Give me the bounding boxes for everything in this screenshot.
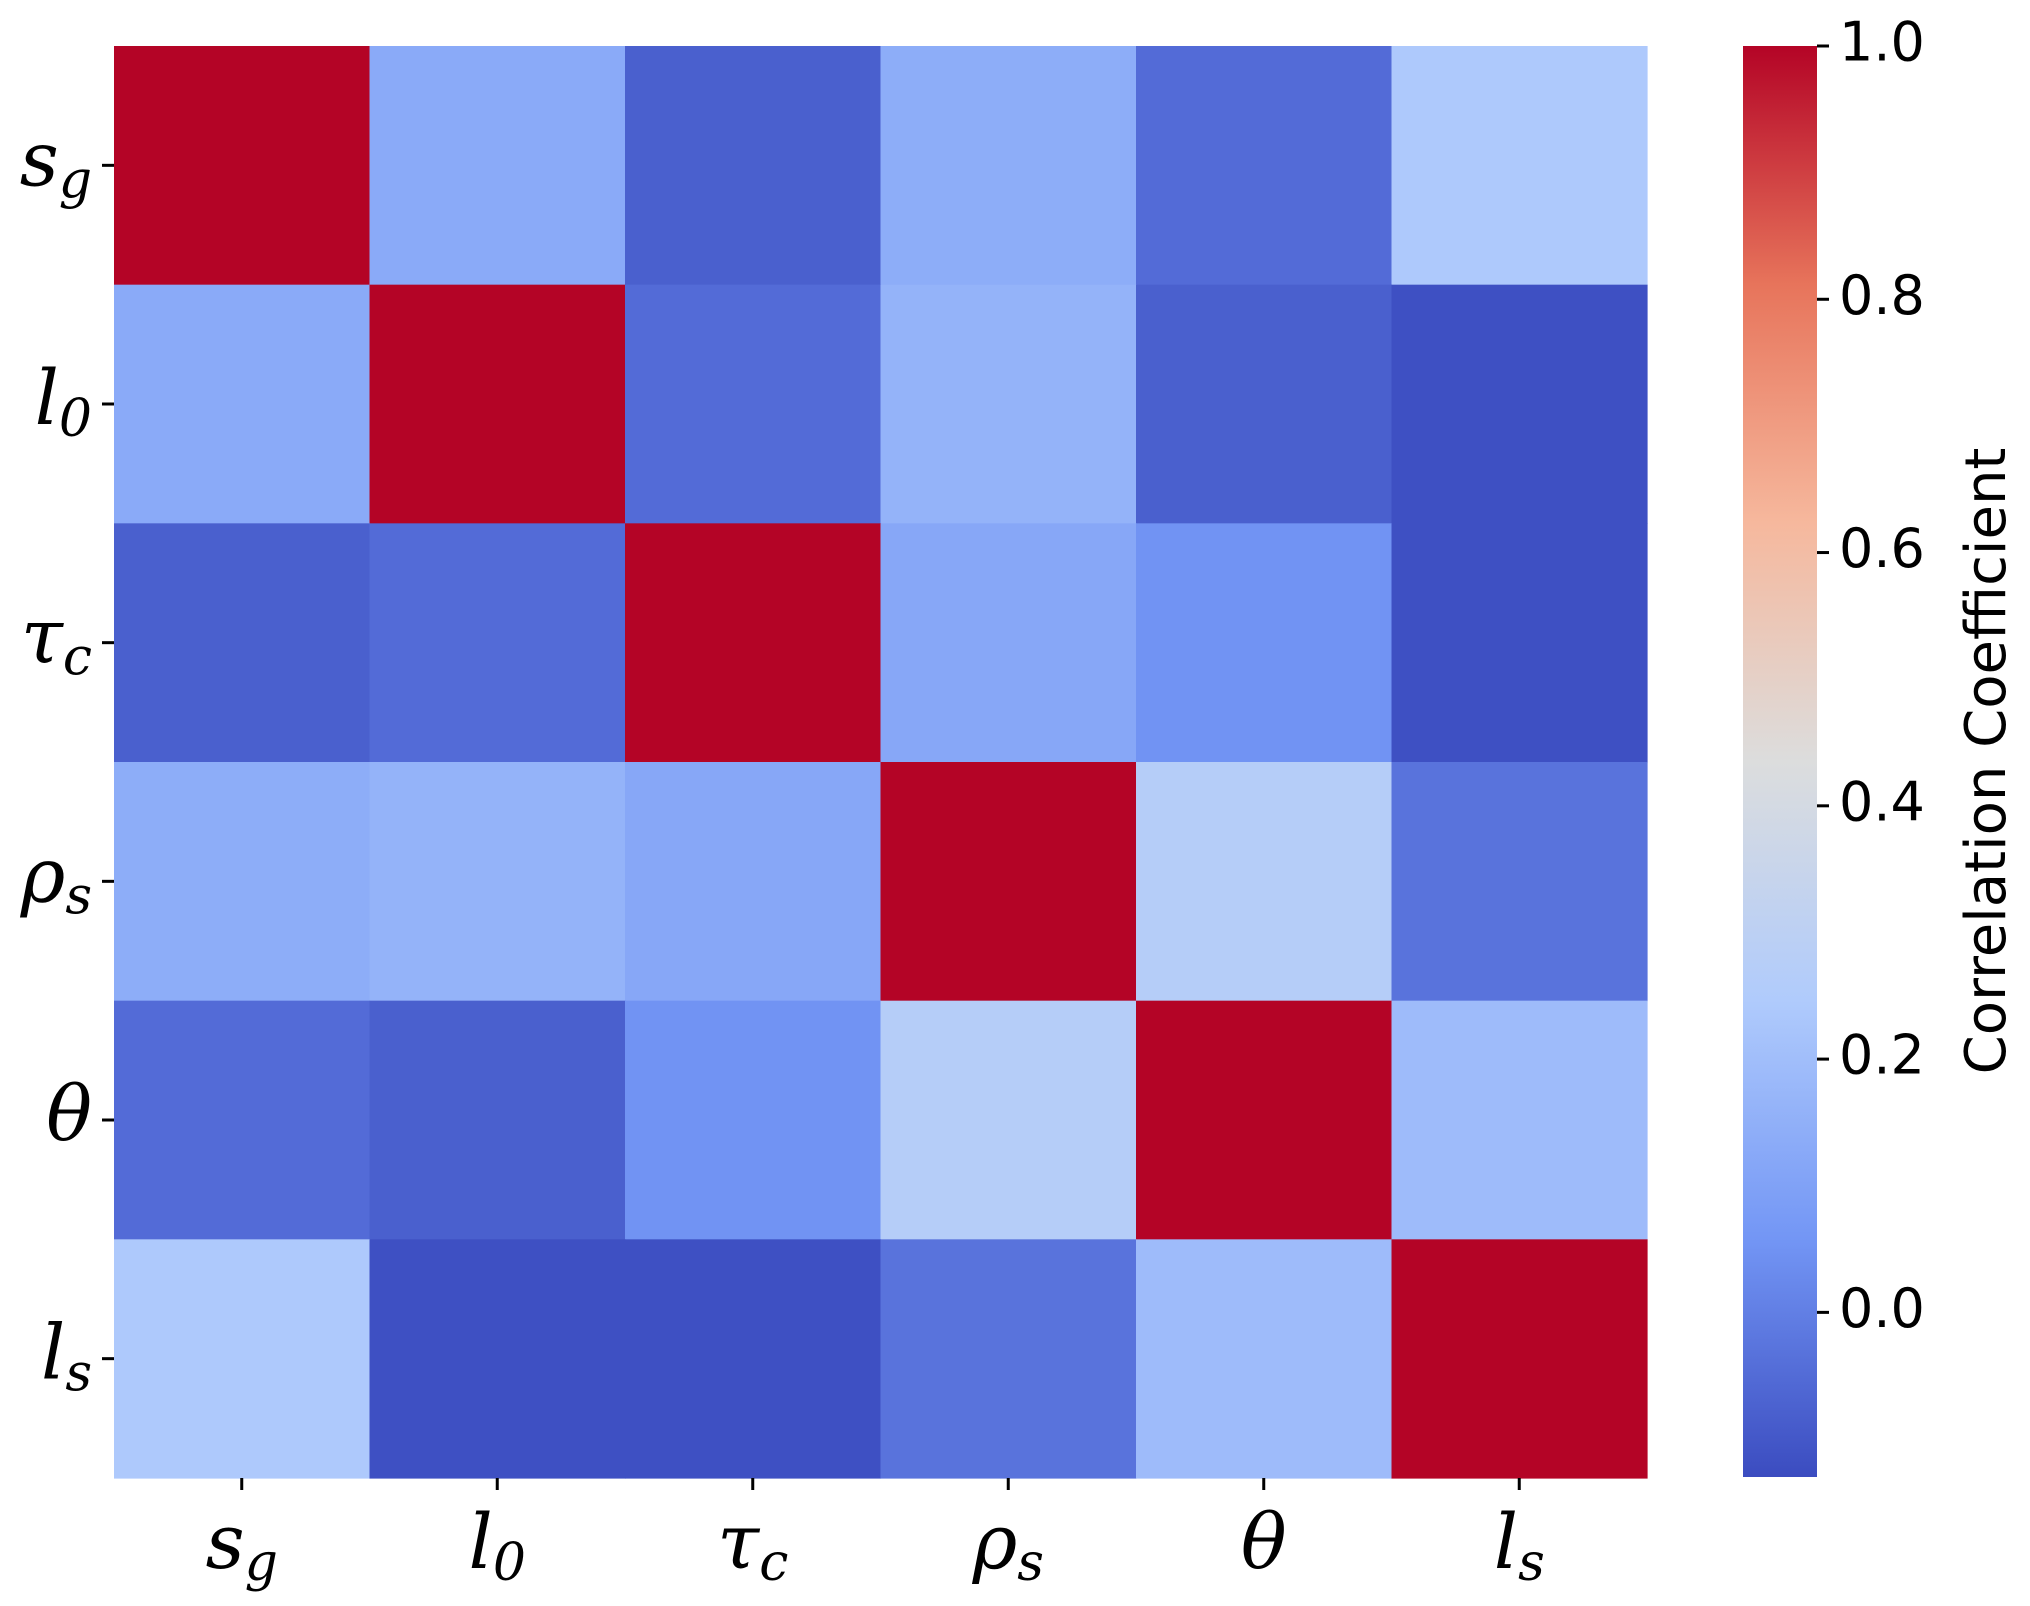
x-tick-label: θ	[1241, 1497, 1287, 1586]
x-tick-label: ls	[1494, 1497, 1545, 1593]
heatmap-cell-r2-c2	[625, 523, 882, 763]
x-tick-label: τc	[717, 1497, 788, 1593]
heatmap-cell-r3-c4	[1136, 762, 1393, 1002]
heatmap-cells	[114, 46, 1648, 1479]
x-tick-label: sg	[206, 1497, 278, 1593]
heatmap-cell-r1-c5	[1391, 284, 1648, 524]
heatmap-cell-r2-c5	[1391, 523, 1648, 763]
heatmap-cell-r1-c0	[114, 284, 371, 524]
heatmap-cell-r0-c3	[880, 46, 1137, 286]
heatmap-cell-r1-c1	[369, 284, 626, 524]
heatmap-cell-r4-c0	[114, 1000, 371, 1240]
heatmap-cell-r4-c2	[625, 1000, 882, 1240]
y-axis: sg l0 τc ρs θ ls	[20, 114, 114, 1403]
heatmap-cell-r1-c2	[625, 284, 882, 524]
colorbar-tick-label: 0.6	[1839, 517, 1925, 580]
heatmap-cell-r0-c4	[1136, 46, 1393, 286]
heatmap-cell-r2-c0	[114, 523, 371, 763]
heatmap-cell-r2-c1	[369, 523, 626, 763]
heatmap-cell-r1-c4	[1136, 284, 1393, 524]
heatmap-cell-r5-c5	[1391, 1239, 1648, 1479]
x-tick-label: ρs	[972, 1497, 1044, 1593]
colorbar-tick-label: 0.0	[1839, 1277, 1925, 1340]
heatmap-cell-r5-c1	[369, 1239, 626, 1479]
colorbar: 0.0 0.2 0.4 0.6 0.8 1.0 Correlation Coefficie…	[1743, 11, 2019, 1477]
heatmap-cell-r4-c5	[1391, 1000, 1648, 1240]
colorbar-gradient	[1743, 46, 1817, 1477]
heatmap-cell-r4-c3	[880, 1000, 1137, 1240]
heatmap-cell-r4-c1	[369, 1000, 626, 1240]
y-tick-label: ls	[41, 1308, 92, 1404]
y-tick-label: θ	[46, 1069, 92, 1158]
heatmap-cell-r2-c3	[880, 523, 1137, 763]
heatmap-cell-r5-c4	[1136, 1239, 1393, 1479]
heatmap-cell-r0-c2	[625, 46, 882, 286]
heatmap-cell-r1-c3	[880, 284, 1137, 524]
heatmap-cell-r3-c0	[114, 762, 371, 1002]
colorbar-ticks: 0.0 0.2 0.4 0.6 0.8 1.0	[1817, 11, 1925, 1340]
heatmap-cell-r0-c1	[369, 46, 626, 286]
heatmap-cell-r3-c1	[369, 762, 626, 1002]
heatmap-cell-r3-c2	[625, 762, 882, 1002]
heatmap-cell-r2-c4	[1136, 523, 1393, 763]
colorbar-tick-label: 0.2	[1839, 1024, 1925, 1087]
heatmap-cell-r0-c0	[114, 46, 371, 286]
heatmap-cell-r3-c5	[1391, 762, 1648, 1002]
y-tick-label: l0	[35, 353, 92, 449]
heatmap-cell-r0-c5	[1391, 46, 1648, 286]
colorbar-tick-label: 1.0	[1839, 11, 1925, 74]
x-tick-label: l0	[469, 1497, 526, 1593]
x-axis: sg l0 τc ρs θ ls	[206, 1478, 1545, 1593]
y-tick-label: sg	[20, 114, 92, 210]
y-tick-label: ρs	[20, 830, 92, 926]
heatmap-cell-r3-c3	[880, 762, 1137, 1002]
colorbar-tick-label: 0.4	[1839, 770, 1925, 833]
y-tick-label: τc	[21, 592, 92, 688]
heatmap-cell-r4-c4	[1136, 1000, 1393, 1240]
colorbar-tick-label: 0.8	[1839, 264, 1925, 327]
heatmap-cell-r5-c2	[625, 1239, 882, 1479]
colorbar-label: Correlation Coefficient	[1954, 448, 2019, 1075]
heatmap-cell-r5-c3	[880, 1239, 1137, 1479]
heatmap-cell-r5-c0	[114, 1239, 371, 1479]
